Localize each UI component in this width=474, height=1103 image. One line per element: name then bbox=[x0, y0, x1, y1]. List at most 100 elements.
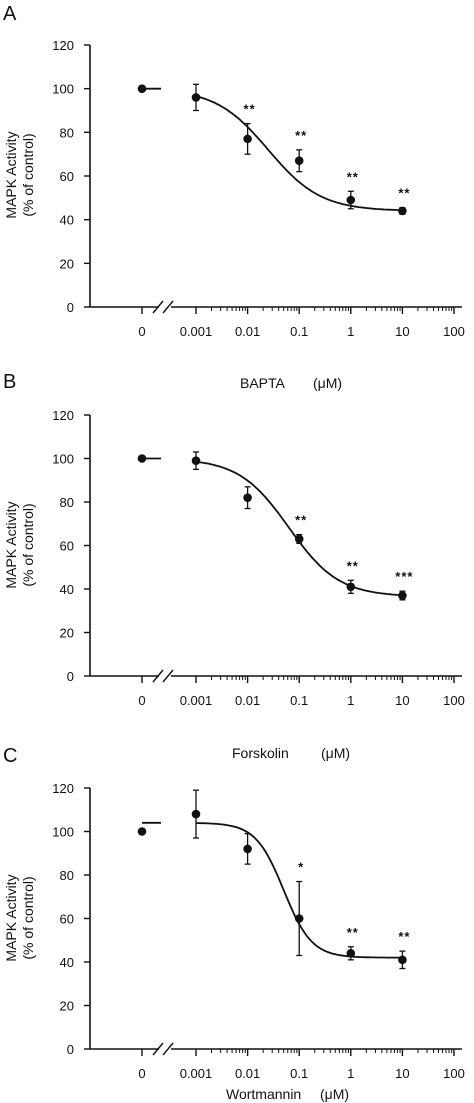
panel-c-x-tick-label: 0 bbox=[138, 1066, 145, 1081]
panel-c-significance-label: ** bbox=[347, 925, 359, 940]
panel-a-letter: A bbox=[3, 3, 17, 25]
panel-b-data-point bbox=[191, 456, 201, 465]
panel-b-x-tick-label: 100 bbox=[443, 693, 465, 708]
panel-a-significance-label: ** bbox=[244, 102, 256, 117]
panel-a-significance-label: ** bbox=[398, 186, 410, 201]
panel-c-ylabel-line2: (% of control) bbox=[20, 876, 36, 959]
panel-c-x-tick-label: 0.01 bbox=[235, 1066, 260, 1081]
panel-a-ylabel-line1: MAPK Activity bbox=[3, 131, 19, 218]
panel-b-data-point bbox=[398, 591, 407, 600]
panel-a-y-tick-label: 40 bbox=[60, 213, 74, 228]
panel-b-y-tick-label: 80 bbox=[60, 495, 74, 510]
panel-b-data-point bbox=[346, 582, 356, 592]
panel-c-data-point bbox=[137, 827, 147, 836]
panel-c-significance-label: ** bbox=[398, 929, 410, 944]
panel-a-x-tick-label: 0.01 bbox=[235, 324, 260, 339]
panel-a-y-tick-label: 120 bbox=[52, 38, 74, 53]
panel-c-data-point bbox=[346, 949, 356, 958]
panel-c-ylabel-line1: MAPK Activity bbox=[3, 874, 19, 961]
panel-b-data-point bbox=[243, 493, 252, 502]
panel-b-y-tick-label: 60 bbox=[60, 539, 74, 554]
panel-b-y-tick-label: 100 bbox=[52, 452, 74, 467]
panel-c-data-point bbox=[398, 955, 407, 965]
panel-a-data-point bbox=[137, 84, 147, 93]
panel-b-axis-break-mark bbox=[152, 669, 164, 683]
panel-a-data-point bbox=[398, 206, 407, 216]
panel-c-x-tick-label: 10 bbox=[395, 1066, 409, 1081]
panel-b-data-point bbox=[294, 534, 304, 544]
panel-b-x-tick-label: 0.001 bbox=[180, 693, 213, 708]
panel-c-y-tick-label: 100 bbox=[52, 825, 74, 840]
panel-b-xunit: (μM) bbox=[321, 745, 350, 761]
panel-c-x-tick-label: 0.001 bbox=[180, 1066, 213, 1081]
panel-c-letter: C bbox=[3, 745, 17, 767]
panel-a-axis-break-mark bbox=[152, 300, 164, 314]
panel-a: A MAPK Activity (% of control) BAPTA (μM… bbox=[3, 3, 465, 391]
panel-a-x-tick-label: 1 bbox=[347, 324, 354, 339]
panel-c-y-tick-label: 60 bbox=[60, 912, 74, 927]
panel-c-x-tick-label: 1 bbox=[347, 1066, 354, 1081]
panel-a-y-tick-label: 80 bbox=[60, 125, 74, 140]
panel-c-y-tick-label: 20 bbox=[60, 999, 74, 1014]
panel-b-x-tick-label: 0 bbox=[138, 693, 145, 708]
panel-a-x-tick-label: 0.1 bbox=[290, 324, 308, 339]
panel-c-fit-curve bbox=[142, 821, 403, 959]
panel-c-axis-break-mark bbox=[152, 1042, 164, 1056]
panel-a-x-tick-label: 0 bbox=[138, 324, 145, 339]
panel-b-axis-break-mark bbox=[162, 669, 174, 683]
panel-c-y-tick-label: 120 bbox=[52, 781, 74, 796]
panel-a-fit-curve bbox=[142, 87, 403, 212]
panel-b-significance-label: ** bbox=[347, 558, 359, 573]
panel-c-y-tick-label: 0 bbox=[67, 1042, 74, 1057]
panel-b-x-tick-label: 0.01 bbox=[235, 693, 260, 708]
panel-a-xunit: (μM) bbox=[313, 375, 342, 391]
panel-b-y-tick-label: 120 bbox=[52, 408, 74, 423]
panel-b-y-tick-label: 40 bbox=[60, 582, 74, 597]
panel-a-significance-label: ** bbox=[295, 128, 307, 143]
panel-c-xlabel: Wortmannin bbox=[226, 1086, 301, 1102]
panel-c: C MAPK Activity (% of control) Wortmanni… bbox=[3, 745, 465, 1102]
panel-a-data-point bbox=[294, 156, 304, 166]
panel-a-y-tick-label: 60 bbox=[60, 169, 74, 184]
panel-a-y-tick-label: 0 bbox=[67, 300, 74, 315]
panel-b-ylabel-line2: (% of control) bbox=[20, 503, 36, 586]
panel-a-plot: 0 20 40 60 80 100 120 0 0.001 0.01 0.1 1 10 100 ** ** **… bbox=[52, 38, 465, 339]
panel-c-xunit: (μM) bbox=[320, 1086, 349, 1102]
panel-c-x-tick-label: 0.1 bbox=[290, 1066, 308, 1081]
panel-a-data-point bbox=[243, 134, 252, 144]
panel-b-x-tick-label: 10 bbox=[395, 693, 409, 708]
panel-b-ylabel-line1: MAPK Activity bbox=[3, 501, 19, 588]
panel-c-x-tick-label: 100 bbox=[443, 1066, 465, 1081]
panel-a-axis-break-mark bbox=[162, 300, 174, 314]
panel-b-x-tick-label: 1 bbox=[347, 693, 354, 708]
panel-b-significance-label: *** bbox=[395, 569, 413, 584]
panel-b-y-tick-label: 0 bbox=[67, 669, 74, 684]
panel-b-x-tick-label: 0.1 bbox=[290, 693, 308, 708]
panel-a-x-tick-label: 10 bbox=[395, 324, 409, 339]
panel-b-fit-curve bbox=[142, 457, 403, 597]
panel-a-xlabel: BAPTA bbox=[240, 375, 286, 391]
panel-b-letter: B bbox=[3, 371, 16, 393]
panel-b-significance-label: ** bbox=[295, 513, 307, 528]
panel-c-significance-label: * bbox=[298, 860, 304, 875]
panel-a-x-tick-label: 0.001 bbox=[180, 324, 213, 339]
panel-c-y-tick-label: 40 bbox=[60, 955, 74, 970]
panel-b-y-tick-label: 20 bbox=[60, 626, 74, 641]
panel-c-axis-break-mark bbox=[162, 1042, 174, 1056]
panel-a-x-tick-label: 100 bbox=[443, 324, 465, 339]
panel-c-data-point bbox=[243, 844, 252, 854]
panel-c-data-point bbox=[191, 809, 201, 819]
panel-a-data-point bbox=[346, 195, 356, 205]
panel-b: B MAPK Activity (% of control) Forskolin… bbox=[3, 371, 465, 761]
panel-a-data-point bbox=[191, 93, 201, 102]
panel-c-y-tick-label: 80 bbox=[60, 868, 74, 883]
panel-a-significance-label: ** bbox=[347, 169, 359, 184]
panel-a-y-tick-label: 20 bbox=[60, 256, 74, 271]
panel-a-ylabel-line2: (% of control) bbox=[20, 133, 36, 216]
panel-b-data-point bbox=[137, 454, 147, 463]
panel-c-data-point bbox=[294, 914, 304, 923]
panel-a-y-tick-label: 100 bbox=[52, 82, 74, 97]
